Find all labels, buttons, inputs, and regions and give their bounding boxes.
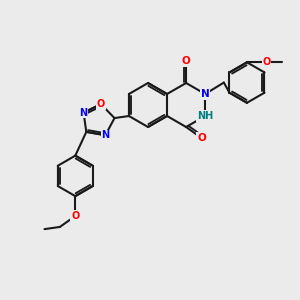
Text: O: O: [182, 56, 190, 66]
Text: O: O: [71, 211, 80, 221]
Text: N: N: [80, 108, 88, 118]
Text: O: O: [97, 99, 105, 109]
Text: O: O: [262, 57, 271, 67]
Text: NH: NH: [197, 111, 213, 121]
Text: N: N: [101, 130, 110, 140]
Text: N: N: [201, 89, 209, 99]
Text: O: O: [197, 133, 206, 143]
